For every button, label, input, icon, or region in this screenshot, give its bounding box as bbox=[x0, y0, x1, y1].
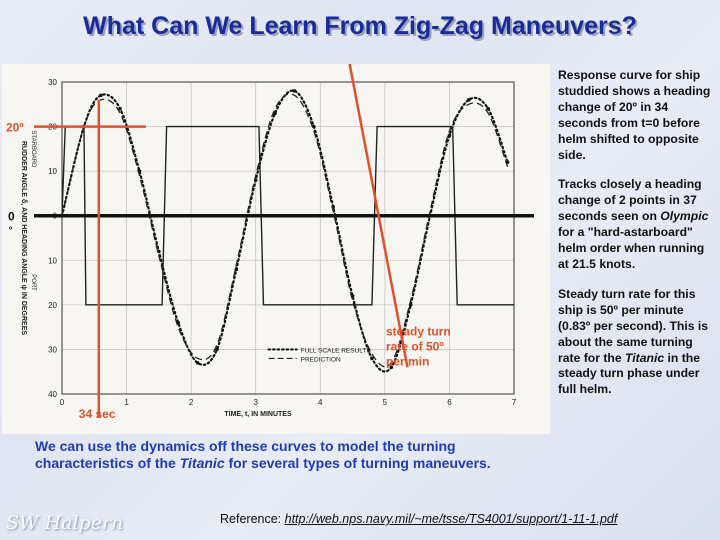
y-tick-label: 30 bbox=[48, 78, 57, 87]
x-axis-label: TIME, t, IN MINUTES bbox=[224, 411, 292, 418]
annotation-steady-turn: per min bbox=[386, 354, 429, 368]
side-paragraph-3: Steady turn rate for this ship is 50º pe… bbox=[558, 286, 709, 397]
full-scale-point bbox=[389, 365, 394, 370]
side-explanation: Response curve for ship studdied shows a… bbox=[558, 68, 718, 412]
italic-ship-name: Titanic bbox=[625, 350, 665, 365]
x-tick-label: 1 bbox=[124, 398, 129, 407]
reference: Reference: http://web.nps.navy.mil/~me/t… bbox=[220, 512, 617, 526]
steady-turn-rate-line bbox=[341, 28, 409, 368]
full-scale-point bbox=[118, 106, 122, 111]
series-prediction bbox=[61, 93, 509, 368]
y-side-label-port: PORT bbox=[30, 274, 36, 291]
annotation-34-sec: 34 sec bbox=[79, 407, 116, 421]
y-tick-label: 30 bbox=[48, 345, 57, 354]
full-scale-point bbox=[98, 93, 103, 98]
caption-titanic: Titanic bbox=[179, 455, 225, 471]
full-scale-point bbox=[292, 89, 297, 93]
x-tick-label: 3 bbox=[253, 398, 258, 407]
caption: We can use the dynamics off these curves… bbox=[35, 438, 555, 472]
annotation-20-deg: 20º bbox=[6, 121, 24, 135]
legend-label-full-scale: FULL SCALE RESULTS bbox=[301, 347, 372, 354]
chart-panel: 30201001020304001234567TIME, t, IN MINUT… bbox=[2, 28, 550, 434]
y-tick-label: 10 bbox=[48, 167, 57, 176]
italic-ship-name: Olympic bbox=[660, 209, 709, 224]
reference-link[interactable]: http://web.nps.navy.mil/~me/tsse/TS4001/… bbox=[284, 512, 618, 526]
full-scale-point bbox=[312, 124, 316, 129]
caption-text-end: for several types of turning maneuvers. bbox=[224, 455, 491, 471]
reference-label: Reference: bbox=[220, 512, 285, 526]
caption-text-start: We can use the dynamics off these curves… bbox=[35, 438, 456, 471]
side-paragraph-1: Response curve for ship studdied shows a… bbox=[558, 68, 711, 162]
y-tick-label: 40 bbox=[48, 390, 57, 399]
full-scale-point bbox=[486, 106, 490, 111]
plot-frame bbox=[61, 81, 515, 395]
annotation-zero: 0 bbox=[8, 210, 15, 224]
zigzag-chart: 30201001020304001234567TIME, t, IN MINUT… bbox=[6, 28, 534, 421]
full-scale-point bbox=[195, 361, 200, 365]
full-scale-point bbox=[234, 267, 239, 271]
x-tick-label: 2 bbox=[189, 398, 194, 407]
y-tick-label: 10 bbox=[48, 256, 57, 265]
annotation-zero-degree-mark: º bbox=[9, 225, 13, 235]
slide-title: What Can We Learn From Zig-Zag Maneuvers… bbox=[83, 12, 637, 40]
legend-label-prediction: PREDICTION bbox=[301, 356, 341, 363]
annotation-steady-turn: rate of 50º bbox=[386, 339, 444, 353]
full-scale-point bbox=[370, 356, 374, 361]
signature-logo: SW Halpern bbox=[6, 512, 124, 534]
x-tick-label: 5 bbox=[383, 398, 388, 407]
full-scale-point bbox=[447, 133, 452, 138]
x-tick-label: 7 bbox=[512, 398, 517, 407]
y-tick-label: 20 bbox=[48, 301, 57, 310]
side-paragraph-2: Tracks closely a heading change of 2 poi… bbox=[558, 177, 709, 271]
y-axis-label: RUDDER ANGLE δ, AND HEADING ANGLE ψ IN D… bbox=[20, 141, 27, 335]
full-scale-point bbox=[467, 98, 471, 102]
y-side-label-starboard: STARBOARD bbox=[30, 130, 36, 168]
x-tick-label: 0 bbox=[60, 398, 65, 407]
x-tick-label: 6 bbox=[447, 398, 452, 407]
annotation-steady-turn: steady turn bbox=[386, 324, 451, 338]
x-tick-label: 4 bbox=[318, 398, 323, 407]
